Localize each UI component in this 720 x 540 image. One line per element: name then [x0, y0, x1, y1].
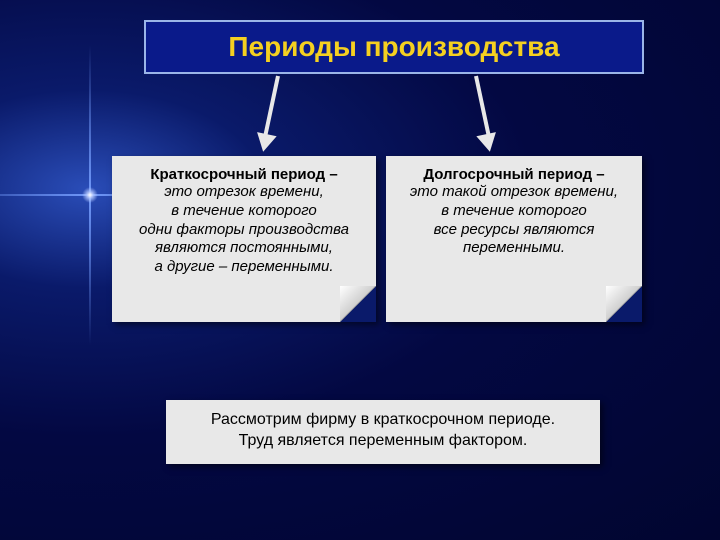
arrow-right-stem [474, 76, 491, 137]
note-bottom: Рассмотрим фирму в краткосрочном периоде… [166, 400, 600, 464]
title-box: Периоды производства [144, 20, 644, 74]
page-curl-icon [340, 286, 376, 322]
note-line: в течение которого [171, 202, 317, 219]
note-long-term: Долгосрочный период – это такой отрезок … [386, 156, 642, 322]
note-line: Труд является переменным фактором. [239, 432, 528, 449]
lens-flare-core [82, 187, 98, 203]
note-line: одни факторы производства [139, 221, 349, 238]
note-left-heading: Краткосрочный период [150, 166, 325, 183]
note-right-body: это такой отрезок времени, в течение кот… [394, 183, 634, 258]
arrow-left-head [253, 132, 276, 154]
note-line: переменными. [463, 239, 565, 256]
arrow-left-stem [263, 76, 280, 137]
note-bottom-body: Рассмотрим фирму в краткосрочном периоде… [174, 410, 592, 452]
note-line: это такой отрезок времени, [410, 183, 618, 200]
page-curl-icon [606, 286, 642, 322]
note-short-term: Краткосрочный период – это отрезок време… [112, 156, 376, 322]
page-title: Периоды производства [228, 31, 559, 63]
arrow-right-head [476, 132, 499, 154]
note-line: в течение которого [441, 202, 587, 219]
note-right-heading: Долгосрочный период [423, 166, 592, 183]
note-line: а другие – переменными. [155, 258, 334, 275]
note-left-body: это отрезок времени, в течение которого … [120, 183, 368, 277]
note-line: Рассмотрим фирму в краткосрочном периоде… [211, 411, 555, 428]
note-line: это отрезок времени, [164, 183, 324, 200]
note-line: все ресурсы являются [434, 221, 595, 238]
note-line: являются постоянными, [155, 239, 333, 256]
